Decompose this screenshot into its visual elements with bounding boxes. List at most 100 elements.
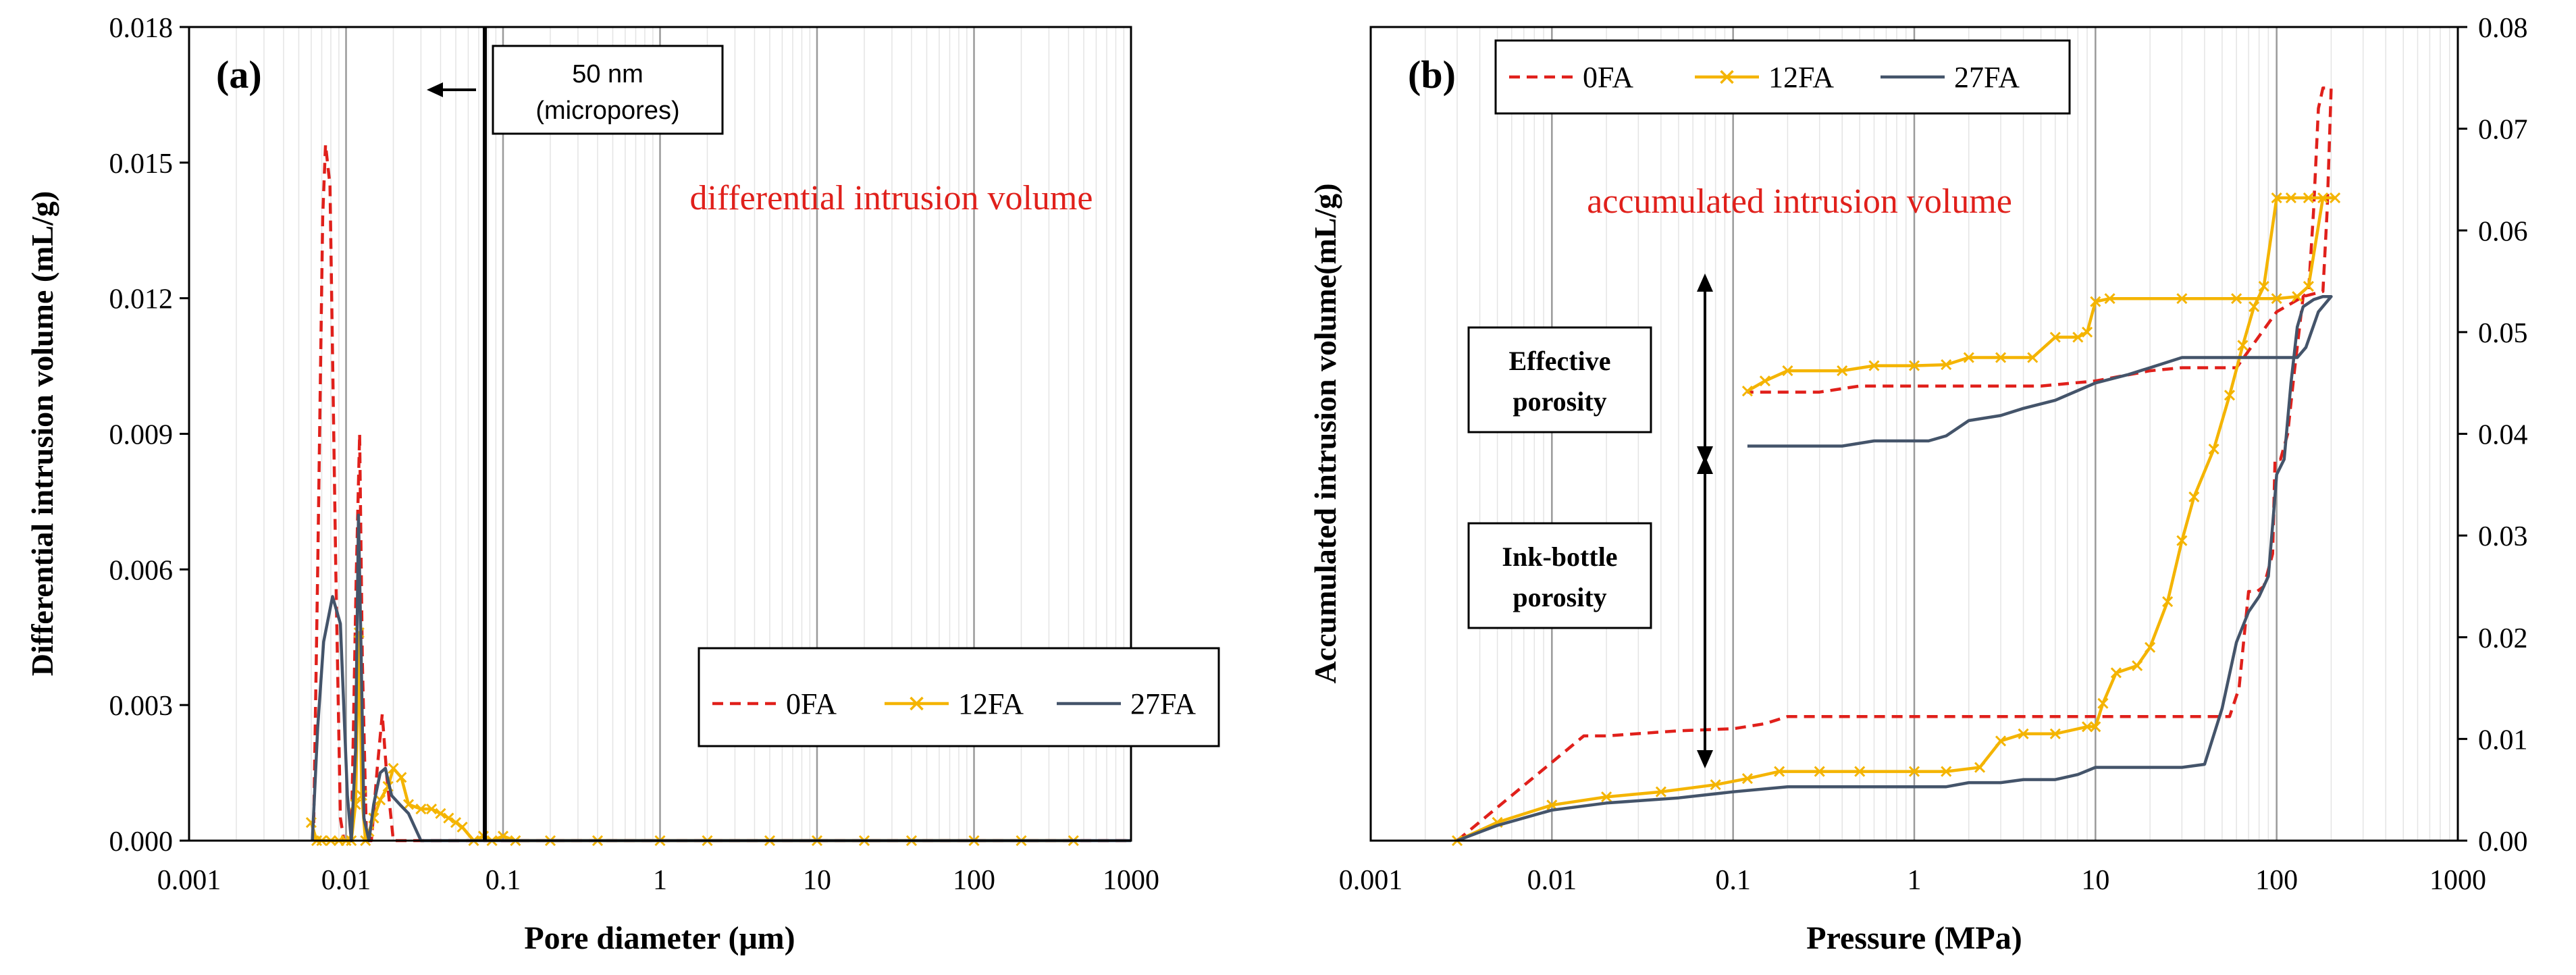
- marker-12fa: [1837, 365, 1848, 377]
- y-tick-label: 0.012: [109, 284, 174, 315]
- marker-12fa: [1868, 360, 1880, 371]
- marker-12fa: [2285, 192, 2296, 204]
- marker-12fa: [1814, 766, 1825, 777]
- marker-12fa: [425, 803, 438, 815]
- effective-porosity-annotation: Effective porosity: [1467, 326, 1652, 433]
- marker-12fa: [1782, 365, 1793, 377]
- y-tick-label: 0.003: [109, 691, 174, 722]
- y-tick-label: 0.009: [109, 420, 174, 451]
- micropore-annotation-line2: (micropores): [535, 97, 679, 125]
- y-tick-label: 0.08: [2478, 13, 2528, 44]
- marker-12fa: [1710, 779, 1721, 791]
- legend-marker-12fa: [1720, 70, 1734, 84]
- porosity-double-arrows: [1697, 273, 1713, 768]
- legend-label-12fa: 12FA: [1768, 61, 1834, 94]
- x-tick-label: 100: [953, 865, 995, 896]
- y-tick-label: 0.06: [2478, 216, 2528, 247]
- ink-bottle-porosity-arrow-up-icon: [1697, 456, 1713, 474]
- panel-b-x-axis-label: Pressure (MPa): [1806, 920, 2022, 956]
- effective-porosity-arrow-up-icon: [1697, 273, 1713, 292]
- marker-12fa: [435, 808, 446, 819]
- y-tick-label: 0.05: [2478, 318, 2528, 349]
- marker-12fa: [375, 794, 386, 806]
- marker-12fa: [1963, 352, 1974, 363]
- marker-12fa: [2249, 301, 2260, 313]
- marker-12fa: [2231, 293, 2242, 305]
- panel-a-title: differential intrusion volume: [690, 179, 1093, 217]
- marker-12fa: [388, 762, 399, 774]
- marker-12fa: [2018, 728, 2029, 739]
- marker-12fa: [2176, 293, 2188, 305]
- marker-12fa: [1774, 766, 1785, 777]
- ink-bottle-porosity-line1: Ink-bottle: [1502, 542, 1617, 572]
- micropore-annotation-box: [492, 45, 724, 135]
- y-tick-label: 0.018: [109, 13, 174, 44]
- effective-porosity-line2: porosity: [1513, 386, 1606, 417]
- x-tick-label: 10: [803, 865, 831, 896]
- legend-label-27fa: 27FA: [1954, 61, 2020, 94]
- x-tick-label: 0.1: [485, 865, 521, 896]
- marker-12fa: [2271, 293, 2282, 305]
- marker-12fa: [450, 817, 462, 828]
- marker-12fa: [1759, 375, 1770, 387]
- panel-b-axes: 0.001 0.01 0.1 1 10 100 1000 0.00 0.01 0.02 0.03 0.…: [1339, 13, 2528, 896]
- series-line-0fa: [1456, 86, 2333, 842]
- marker-12fa: [2303, 281, 2314, 292]
- ink-bottle-porosity-box: [1467, 522, 1652, 629]
- marker-12fa: [2072, 332, 2084, 343]
- x-tick-label: 1: [653, 865, 667, 896]
- effective-porosity-arrow-down-icon: [1697, 446, 1713, 465]
- marker-12fa: [396, 772, 407, 783]
- marker-12fa: [2188, 491, 2200, 502]
- marker-12fa: [2049, 332, 2061, 343]
- panel-a-legend: 0FA 12FA 27FA: [698, 647, 1220, 747]
- marker-12fa: [1941, 359, 1952, 371]
- marker-12fa: [2317, 192, 2329, 204]
- effective-porosity-line1: Effective: [1508, 346, 1610, 376]
- x-tick-label: 0.001: [157, 865, 221, 896]
- panel-b-legend-box: [1494, 39, 2071, 115]
- marker-12fa: [415, 803, 427, 815]
- marker-12fa: [2145, 641, 2156, 653]
- marker-12fa: [2081, 721, 2093, 733]
- micropore-annotation-line1: 50 nm: [572, 60, 643, 88]
- x-tick-label: 0.01: [321, 865, 371, 896]
- panel-a: 0.001 0.01 0.1 1 10 100 1000 0.000 0.003 0.006 0.0…: [25, 13, 1220, 956]
- marker-12fa: [2090, 721, 2101, 733]
- marker-12fa: [1741, 386, 1753, 397]
- panel-b-label: (b): [1408, 53, 1456, 97]
- marker-12fa: [456, 821, 468, 833]
- ink-bottle-porosity-line2: porosity: [1513, 582, 1606, 612]
- x-tick-label: 0.001: [1339, 865, 1403, 896]
- y-tick-label: 0.07: [2478, 115, 2528, 146]
- series-line-27fa: [311, 513, 1131, 843]
- micropore-arrow-icon: [427, 82, 443, 97]
- legend-label-0fa: 0FA: [786, 687, 837, 720]
- marker-12fa: [2237, 340, 2249, 351]
- marker-12fa: [2162, 596, 2174, 608]
- panel-a-y-axis-label: Differential intrusion volume (mL/g): [25, 191, 59, 676]
- y-tick-label: 0.000: [109, 826, 174, 858]
- panel-a-legend-box: [698, 647, 1220, 747]
- panel-a-axes: 0.001 0.01 0.1 1 10 100 1000 0.000 0.003 0.006 0.0…: [109, 13, 1160, 896]
- marker-12fa: [2132, 660, 2143, 671]
- marker-12fa: [2090, 296, 2101, 307]
- marker-12fa: [2081, 326, 2093, 338]
- marker-12fa: [1601, 791, 1612, 803]
- x-tick-label: 1000: [2429, 865, 2486, 896]
- legend-label-12fa: 12FA: [958, 687, 1024, 720]
- marker-12fa: [443, 812, 454, 824]
- y-tick-label: 0.02: [2478, 623, 2528, 654]
- marker-12fa: [2049, 728, 2061, 739]
- marker-12fa: [402, 799, 415, 810]
- panel-b: 0.001 0.01 0.1 1 10 100 1000 0.00 0.01 0.02 0.03 0.…: [1308, 13, 2528, 956]
- panel-a-x-axis-label: Pore diameter (μm): [524, 920, 795, 956]
- ink-bottle-porosity-annotation: Ink-bottle porosity: [1467, 522, 1652, 629]
- x-tick-label: 10: [2081, 865, 2109, 896]
- marker-12fa: [2104, 293, 2115, 305]
- y-tick-label: 0.015: [109, 149, 174, 180]
- panel-a-label: (a): [216, 53, 262, 97]
- effective-porosity-box: [1467, 326, 1652, 433]
- x-tick-label: 0.01: [1527, 865, 1577, 896]
